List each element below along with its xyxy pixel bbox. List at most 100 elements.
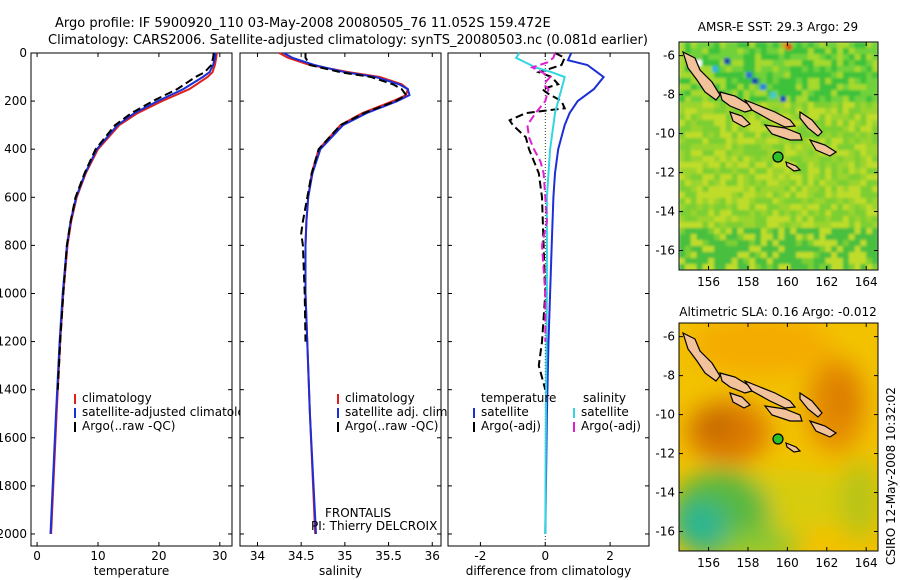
legend-label-3: Argo(..raw -QC) xyxy=(82,419,175,433)
map-y-tick-label: -8 xyxy=(663,88,675,102)
map-x-tick-label: 164 xyxy=(855,556,878,570)
y-tick-label: 200 xyxy=(4,94,27,108)
map-y-tick-label: -8 xyxy=(663,369,675,383)
map-x-tick-label: 160 xyxy=(776,275,799,289)
map-y-tick-label: -16 xyxy=(655,525,675,539)
legend-label-sal-1: satellite xyxy=(581,405,629,419)
argo-location-marker-sst xyxy=(772,151,784,163)
sla-islands xyxy=(682,331,838,453)
map-x-tick-label: 156 xyxy=(697,556,720,570)
y-tick-label: 1600 xyxy=(0,431,27,445)
legend-label-temp-2: Argo(-adj) xyxy=(481,419,541,433)
temperature-xlabel: temperature xyxy=(94,564,169,578)
salinity-xlabel: salinity xyxy=(319,564,362,578)
argo-location-marker-sla xyxy=(772,433,784,445)
x-tick-label: 34.5 xyxy=(288,549,315,563)
legend-label-2: satellite adj. clim. xyxy=(345,405,451,419)
legend-label-3: Argo(..raw -QC) xyxy=(345,419,438,433)
legend-heading-salinity: salinity xyxy=(583,391,626,405)
annotation-pi: PI: Thierry DELCROIX xyxy=(311,519,437,533)
x-tick-label: 34 xyxy=(250,549,265,563)
difference-series-4 xyxy=(526,52,556,342)
y-tick-label: 1800 xyxy=(0,479,27,493)
sla-map-title: Altimetric SLA: 0.16 Argo: -0.012 xyxy=(679,305,876,319)
x-tick-label: 0 xyxy=(33,549,41,563)
legend-label-sal-2: Argo(-adj) xyxy=(581,419,641,433)
island-guadalcanal xyxy=(763,405,803,422)
sst-map-title: AMSR-E SST: 29.3 Argo: 29 xyxy=(698,20,858,34)
sla-map-frame xyxy=(678,322,879,552)
difference-xlabel: difference from climatology xyxy=(466,564,632,578)
map-y-tick-label: -10 xyxy=(655,127,675,141)
map-x-tick-label: 160 xyxy=(776,556,799,570)
map-y-tick-label: -6 xyxy=(663,49,675,63)
island-bougainville xyxy=(682,331,721,382)
island-malaita xyxy=(799,110,823,137)
sst-map-panel: AMSR-E SST: 29.3 Argo: 29 156 158 160 162 16… xyxy=(655,20,879,289)
x-tick-label: -2 xyxy=(474,549,486,563)
sst-islands xyxy=(682,50,838,172)
island-makira xyxy=(808,419,838,438)
island-malaita xyxy=(799,391,823,418)
salinity-panel: 34 34.5 35 35.5 36 salinity climatologysatelli… xyxy=(239,52,451,578)
difference-series-3 xyxy=(514,52,566,535)
legend-label-1: climatology xyxy=(82,391,152,405)
y-tick-label: 600 xyxy=(4,190,27,204)
x-tick-label: 0 xyxy=(541,549,549,563)
sla-map-axes: 156 158 160 162 164 -6 -8 -10 -12 -14 -16 xyxy=(655,323,878,570)
map-x-tick-label: 156 xyxy=(697,275,720,289)
map-x-tick-label: 162 xyxy=(815,275,838,289)
island-choiseul xyxy=(719,372,753,394)
temperature-series-3 xyxy=(56,52,215,390)
y-tick-label: 0 xyxy=(19,46,27,60)
legend-heading-temperature: temperature xyxy=(481,391,556,405)
island-bougainville xyxy=(682,50,721,101)
legend-label-1: climatology xyxy=(345,391,415,405)
map-y-tick-label: -12 xyxy=(655,447,675,461)
island-santa-isabel xyxy=(743,98,797,128)
x-tick-label: 36 xyxy=(425,549,440,563)
x-tick-label: 30 xyxy=(212,549,227,563)
island-guadalcanal xyxy=(763,124,803,141)
figure-title-line2: Climatology: CARS2006. Satellite-adjuste… xyxy=(48,33,648,48)
map-y-tick-label: -16 xyxy=(655,244,675,258)
map-x-tick-label: 164 xyxy=(855,275,878,289)
figure-title-line1: Argo profile: IF 5900920_110 03-May-2008… xyxy=(55,16,551,31)
island-makira xyxy=(808,138,838,157)
y-tick-label: 400 xyxy=(4,142,27,156)
y-tick-label: 1000 xyxy=(0,286,27,300)
sst-map-axes: 156 158 160 162 164 -6 -8 -10 -12 -14 -16 xyxy=(655,42,878,289)
y-tick-label: 800 xyxy=(4,238,27,252)
map-x-tick-label: 158 xyxy=(737,275,760,289)
annotation-frontalis: FRONTALIS xyxy=(325,506,391,520)
side-timestamp: CSIRO 12-May-2008 10:32:02 xyxy=(884,387,898,565)
temperature-panel: 0 10 20 30 0 200 400 600 800 1000 1200 1400 1600 1800… xyxy=(0,46,260,578)
map-y-tick-label: -12 xyxy=(655,166,675,180)
y-tick-label: 1400 xyxy=(0,383,27,397)
y-tick-label: 1200 xyxy=(0,335,27,349)
temperature-axes-frame xyxy=(30,52,233,547)
x-tick-label: 10 xyxy=(90,549,105,563)
island-choiseul xyxy=(719,91,753,113)
legend-label-temp-1: satellite xyxy=(481,405,529,419)
difference-axes-frame xyxy=(447,52,650,547)
x-tick-label: 35.5 xyxy=(375,549,402,563)
difference-series-1 xyxy=(544,52,606,535)
map-y-tick-label: -14 xyxy=(655,205,675,219)
x-tick-label: 2 xyxy=(606,549,614,563)
map-y-tick-label: -14 xyxy=(655,486,675,500)
salinity-axes-frame xyxy=(239,52,442,547)
map-x-tick-label: 158 xyxy=(737,556,760,570)
island-new-georgia xyxy=(729,392,752,409)
map-y-tick-label: -6 xyxy=(663,330,675,344)
y-tick-label: 2000 xyxy=(0,527,27,541)
salinity-series-3 xyxy=(300,53,408,342)
island-rennell xyxy=(785,442,802,453)
x-tick-label: 20 xyxy=(151,549,166,563)
island-new-georgia xyxy=(729,111,752,128)
sla-map-panel: Altimetric SLA: 0.16 Argo: -0.012 xyxy=(655,305,879,570)
x-tick-label: 35 xyxy=(337,549,352,563)
island-rennell xyxy=(785,161,802,172)
